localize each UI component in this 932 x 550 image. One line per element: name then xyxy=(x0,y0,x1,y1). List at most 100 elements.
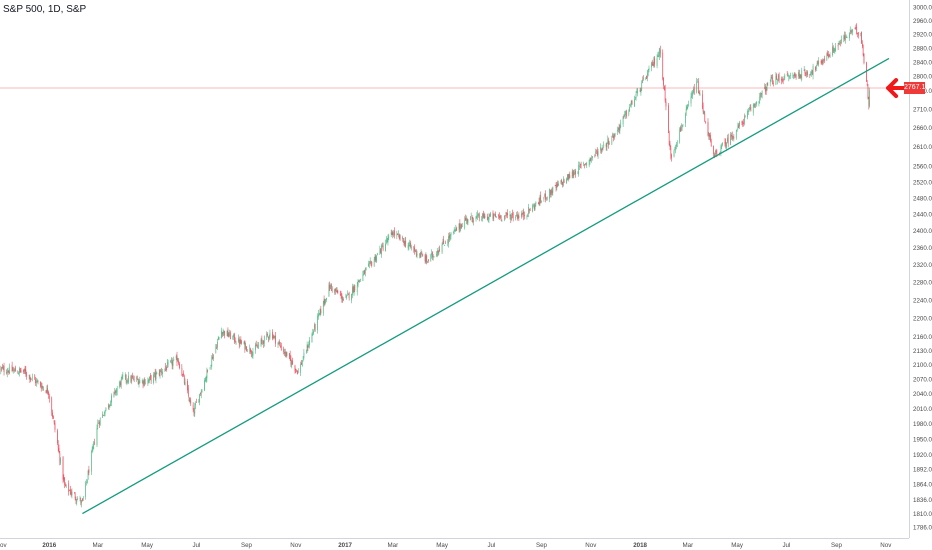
candle xyxy=(91,446,93,454)
candle xyxy=(738,123,740,129)
candle xyxy=(222,328,224,336)
candlestick-series xyxy=(0,23,870,508)
candle xyxy=(690,92,692,107)
candle xyxy=(769,79,771,87)
candle xyxy=(703,110,705,115)
candle xyxy=(663,76,664,90)
candle xyxy=(307,344,309,351)
candle xyxy=(318,309,319,320)
candle xyxy=(476,212,478,219)
candle xyxy=(857,32,858,38)
candle xyxy=(175,354,177,361)
candle xyxy=(98,420,99,424)
candle xyxy=(727,134,728,144)
candle xyxy=(75,496,77,505)
candle xyxy=(701,90,703,110)
candle xyxy=(196,398,197,403)
candle xyxy=(635,90,637,101)
candle xyxy=(640,87,642,96)
candle xyxy=(777,78,778,85)
candle xyxy=(793,74,795,80)
candle xyxy=(360,278,361,283)
candle xyxy=(183,374,185,385)
time-tick-label: Jul xyxy=(192,542,200,549)
candle xyxy=(137,378,139,385)
candle xyxy=(166,359,168,369)
candle xyxy=(574,169,575,175)
candle xyxy=(647,69,648,82)
candle xyxy=(70,489,72,497)
candle xyxy=(504,215,506,220)
time-tick-label: Mar xyxy=(387,542,398,549)
candle xyxy=(447,239,449,247)
time-tick-label: Nov xyxy=(880,542,892,549)
time-tick-label: May xyxy=(141,542,154,549)
candle xyxy=(828,50,829,59)
candle xyxy=(226,330,228,337)
candle xyxy=(715,148,717,155)
candle xyxy=(232,335,234,340)
candle xyxy=(668,130,670,146)
candle xyxy=(257,341,259,349)
candle xyxy=(331,286,333,293)
candle xyxy=(849,26,851,35)
candle xyxy=(748,106,750,112)
candle xyxy=(132,372,133,380)
candle xyxy=(58,444,60,454)
candle xyxy=(492,210,494,221)
candle xyxy=(499,214,501,219)
trendline[interactable] xyxy=(82,57,890,515)
candle xyxy=(121,374,123,381)
candle xyxy=(659,47,660,60)
candle xyxy=(420,249,422,258)
price-axis[interactable]: 3000.00 2960.00 2920.00 2880.00 2840.00 2800.… xyxy=(909,0,932,550)
candle xyxy=(374,254,376,262)
candle xyxy=(784,73,786,81)
candle xyxy=(244,340,246,353)
trendline-layer[interactable] xyxy=(82,57,890,515)
price-tick-label: 1836.00 xyxy=(913,497,932,504)
candle xyxy=(272,334,274,339)
candle xyxy=(149,373,151,381)
candle xyxy=(267,332,268,338)
candle xyxy=(94,438,95,446)
candle xyxy=(448,232,449,248)
candle xyxy=(535,201,537,207)
time-tick-label: Nov xyxy=(290,542,302,549)
candle xyxy=(385,239,386,252)
candle xyxy=(863,53,865,65)
candle xyxy=(522,210,524,215)
candle xyxy=(591,155,592,163)
candle xyxy=(596,149,597,154)
time-axis[interactable]: ov 2016 Mar May Jul Sep Nov 2017 Mar May Jul Sep Nov… xyxy=(0,538,909,550)
candle xyxy=(748,107,749,115)
candle xyxy=(607,135,609,144)
candle xyxy=(171,357,173,370)
candle xyxy=(637,87,639,97)
candle xyxy=(92,443,94,452)
candle xyxy=(238,336,240,349)
candle xyxy=(676,141,677,150)
candle xyxy=(187,378,188,394)
candle xyxy=(52,409,53,420)
price-tick-label: 2160.00 xyxy=(913,334,932,341)
candle xyxy=(549,188,550,203)
candle xyxy=(439,245,441,252)
candle xyxy=(385,236,387,245)
candle xyxy=(634,95,635,107)
candle xyxy=(127,378,129,384)
candle xyxy=(142,380,144,389)
candle xyxy=(573,169,575,179)
candle xyxy=(577,171,579,175)
candle xyxy=(765,86,767,95)
candle xyxy=(709,132,710,141)
candle xyxy=(816,60,818,66)
candle xyxy=(562,181,563,188)
candle xyxy=(143,378,145,387)
candle xyxy=(753,103,755,108)
candle xyxy=(861,31,862,44)
candle xyxy=(588,159,590,168)
candle xyxy=(628,109,630,117)
candle xyxy=(252,347,254,359)
